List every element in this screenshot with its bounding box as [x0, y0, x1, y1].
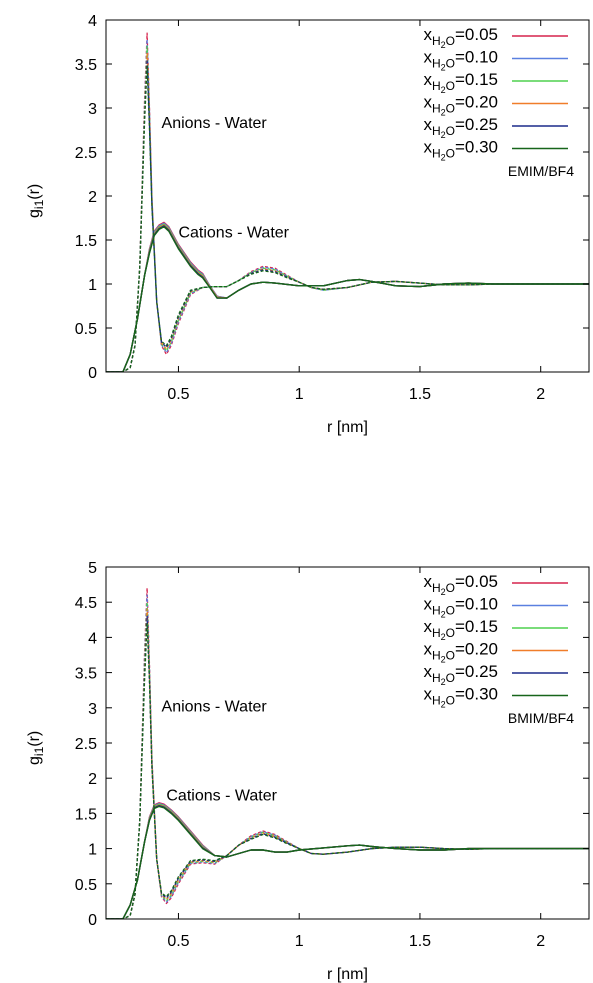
- system-label: EMIM/BF4: [508, 163, 574, 179]
- y-tick-label: 2.5: [75, 736, 97, 753]
- x-tick-label: 1: [295, 933, 304, 950]
- x-tick-label: 2: [536, 386, 545, 403]
- y-tick-label: 0.5: [75, 877, 97, 894]
- x-tick-label: 2: [536, 933, 545, 950]
- y-axis-label: gi1(r): [26, 731, 46, 765]
- legend: xH2O=0.05xH2O=0.10xH2O=0.15xH2O=0.20xH2O…: [423, 572, 568, 710]
- y-tick-label: 4: [88, 13, 97, 30]
- curve-annotation: Cations - Water: [166, 788, 277, 805]
- y-tick-label: 5: [88, 560, 97, 577]
- series-cation-line-5: [106, 226, 589, 372]
- legend-label: xH2O=0.15: [423, 617, 498, 642]
- y-tick-label: 3.5: [75, 666, 97, 683]
- x-tick-label: 1: [295, 386, 304, 403]
- series-anion-line-5: [106, 65, 589, 372]
- x-tick-label: 1.5: [409, 386, 431, 403]
- y-tick-label: 2: [88, 189, 97, 206]
- chart-panel-bmim: 0 0.5 1 1.5 2 2.5 3 3.5 4 4.5 5 0.5 1 1.5 2 r [nm] gi1(r…: [26, 560, 590, 983]
- curve-annotation: Anions - Water: [162, 115, 268, 132]
- legend-label: xH2O=0.20: [423, 93, 498, 118]
- y-tick-label: 0: [88, 365, 97, 382]
- legend-label: xH2O=0.10: [423, 48, 498, 73]
- x-axis-label: r [nm]: [327, 419, 368, 436]
- y-tick-label: 3: [88, 101, 97, 118]
- y-tick-label: 2: [88, 771, 97, 788]
- x-tick-label: 0.5: [167, 386, 189, 403]
- y-tick-label: 3.5: [75, 57, 97, 74]
- y-tick-label: 3: [88, 701, 97, 718]
- legend-label: xH2O=0.15: [423, 70, 498, 95]
- legend-label: xH2O=0.05: [423, 572, 498, 597]
- y-tick-label: 0.5: [75, 321, 97, 338]
- curve-annotation: Cations - Water: [178, 224, 289, 241]
- y-tick-label: 0: [88, 912, 97, 929]
- y-tick-label: 1.5: [75, 806, 97, 823]
- series-anion-line-5: [106, 622, 589, 919]
- legend-label: xH2O=0.25: [423, 662, 498, 687]
- legend-label: xH2O=0.20: [423, 640, 498, 665]
- curve-annotation: Anions - Water: [162, 698, 268, 715]
- y-tick-label: 1.5: [75, 233, 97, 250]
- legend-label: xH2O=0.25: [423, 115, 498, 140]
- y-tick-label: 1: [88, 277, 97, 294]
- y-axis-label: gi1(r): [26, 184, 46, 218]
- chart-panel-emim: 0 0.5 1 1.5 2 2.5 3 3.5 4 0.5 1 1.5 2 r [nm] gi1(r) Ani…: [26, 13, 590, 436]
- legend: xH2O=0.05xH2O=0.10xH2O=0.15xH2O=0.20xH2O…: [423, 25, 568, 163]
- legend-label: xH2O=0.30: [423, 138, 498, 163]
- legend-label: xH2O=0.05: [423, 25, 498, 50]
- curves: [106, 587, 589, 919]
- curves: [106, 32, 589, 372]
- system-label: BMIM/BF4: [508, 710, 574, 726]
- x-axis-label: r [nm]: [327, 966, 368, 983]
- y-tick-label: 4.5: [75, 595, 97, 612]
- y-tick-label: 1: [88, 842, 97, 859]
- y-tick-label: 2.5: [75, 145, 97, 162]
- y-tick-label: 4: [88, 630, 97, 647]
- x-tick-label: 1.5: [409, 933, 431, 950]
- legend-label: xH2O=0.30: [423, 685, 498, 710]
- series-cation-line-5: [106, 805, 589, 919]
- x-tick-label: 0.5: [167, 933, 189, 950]
- legend-label: xH2O=0.10: [423, 595, 498, 620]
